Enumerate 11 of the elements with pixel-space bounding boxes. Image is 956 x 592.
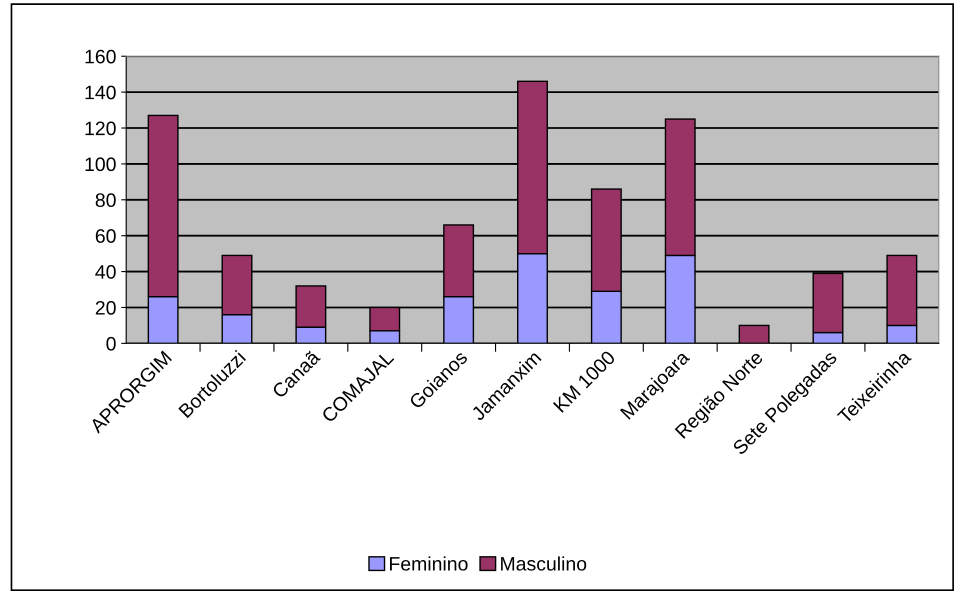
y-tick-label: 140 [86,86,116,100]
y-tick-label: 0 [106,336,116,351]
legend-label: Masculino [501,556,586,571]
y-tick-label: 160 [86,50,116,64]
y-tick-label: 100 [86,157,116,172]
y-tick-label: 40 [95,265,116,279]
y-tick-label: 120 [86,121,116,136]
y-tick-label: 20 [96,300,116,315]
y-tick-label: 60 [96,229,116,243]
y-tick-label: 80 [96,193,116,208]
legend-label: Feminino [390,556,468,571]
